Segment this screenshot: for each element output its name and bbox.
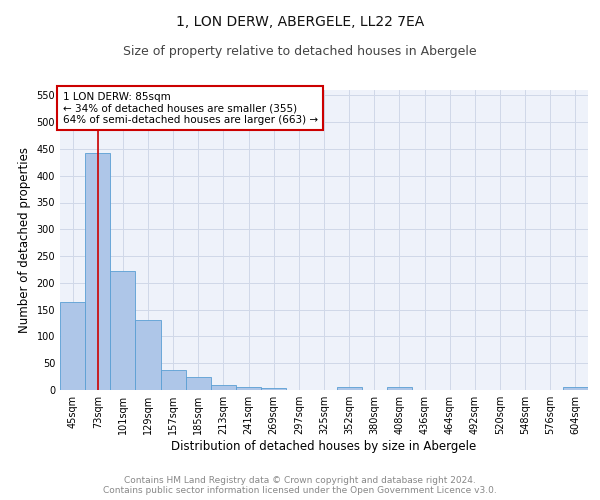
Bar <box>186 376 211 390</box>
Bar <box>60 302 85 390</box>
Text: Size of property relative to detached houses in Abergele: Size of property relative to detached ho… <box>123 45 477 58</box>
Text: 1, LON DERW, ABERGELE, LL22 7EA: 1, LON DERW, ABERGELE, LL22 7EA <box>176 15 424 29</box>
Bar <box>136 320 161 390</box>
Text: Contains HM Land Registry data © Crown copyright and database right 2024.
Contai: Contains HM Land Registry data © Crown c… <box>103 476 497 495</box>
Bar <box>85 152 110 390</box>
X-axis label: Distribution of detached houses by size in Abergele: Distribution of detached houses by size … <box>172 440 476 453</box>
Y-axis label: Number of detached properties: Number of detached properties <box>18 147 31 333</box>
Bar <box>337 388 362 390</box>
Bar <box>211 384 236 390</box>
Bar <box>161 370 186 390</box>
Bar <box>110 271 136 390</box>
Bar <box>261 388 286 390</box>
Text: 1 LON DERW: 85sqm
← 34% of detached houses are smaller (355)
64% of semi-detache: 1 LON DERW: 85sqm ← 34% of detached hous… <box>62 92 318 124</box>
Bar <box>563 388 588 390</box>
Bar <box>387 388 412 390</box>
Bar <box>236 387 261 390</box>
